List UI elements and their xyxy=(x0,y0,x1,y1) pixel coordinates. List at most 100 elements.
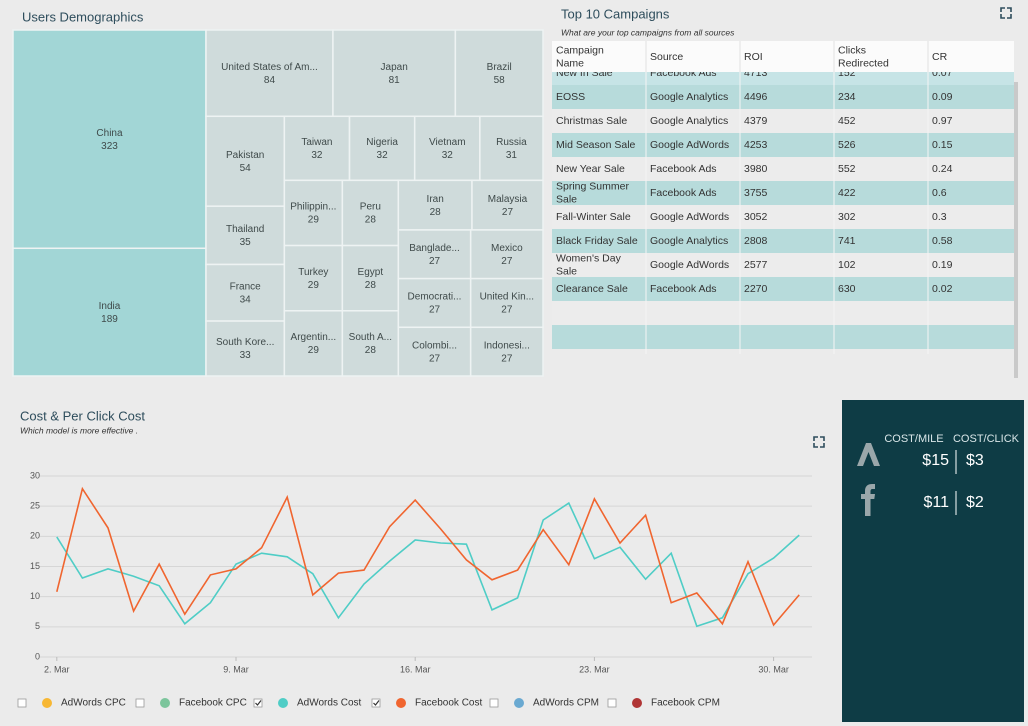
column-header[interactable]: CR xyxy=(932,51,948,63)
expand-icon[interactable] xyxy=(813,436,825,448)
legend-label[interactable]: AdWords CPM xyxy=(533,698,599,709)
x-tick-label: 23. Mar xyxy=(579,664,610,674)
treemap-label: Mexico xyxy=(491,243,523,254)
treemap-cell xyxy=(397,277,472,329)
adwords-icon xyxy=(857,443,880,466)
legend-checkbox[interactable] xyxy=(253,698,263,708)
table-row xyxy=(552,181,1014,205)
y-tick-label: 30 xyxy=(30,470,40,480)
table-body: New In Sale Facebook Ads 4713 152 0.07 EOSS Go… xyxy=(552,67,1014,354)
table-cell: EOSS xyxy=(556,91,585,103)
scrollbar[interactable] xyxy=(1014,82,1018,378)
table-cell: 2808 xyxy=(744,235,768,247)
treemap-cell xyxy=(397,179,473,231)
treemap-label: Egypt xyxy=(358,267,384,278)
treemap-cell xyxy=(205,115,286,207)
treemap-value: 29 xyxy=(308,345,320,356)
treemap-cell xyxy=(469,326,544,377)
header-bg xyxy=(552,41,1014,72)
treemap-value: 28 xyxy=(430,207,442,218)
treemap-label: Brazil xyxy=(487,62,512,73)
legend-label[interactable]: AdWords CPC xyxy=(61,698,126,709)
treemap-value: 27 xyxy=(429,353,441,364)
table-cell: Clearance Sale xyxy=(556,283,628,295)
table-row xyxy=(552,71,1014,85)
treemap-cell xyxy=(283,115,351,182)
table-cell: 4496 xyxy=(744,91,768,103)
table-row xyxy=(552,229,1014,253)
table-cell: Facebook Ads xyxy=(650,163,717,175)
treemap-cell xyxy=(341,244,400,312)
table-cell: 4713 xyxy=(744,67,768,79)
table-row xyxy=(552,325,1014,349)
legend-checkbox[interactable] xyxy=(607,698,617,708)
table-title: Top 10 Campaigns xyxy=(561,6,670,21)
treemap-value: 81 xyxy=(389,75,401,86)
legend-label[interactable]: Facebook CPC xyxy=(179,698,247,709)
treemap-label: Peru xyxy=(360,202,381,213)
legend-checkbox[interactable] xyxy=(489,698,499,708)
treemap-cell xyxy=(341,310,400,377)
treemap-value: 32 xyxy=(442,150,454,161)
table-cell: Black Friday Sale xyxy=(556,235,638,247)
kpi-header: COST/MILE xyxy=(884,433,943,445)
table-cell: Google AdWords xyxy=(650,139,729,151)
table-cell: 4379 xyxy=(744,115,768,127)
table-cell: 0.3 xyxy=(932,211,947,223)
treemap-cell xyxy=(479,115,544,182)
checkmark[interactable] xyxy=(255,700,262,706)
treemap-value: 58 xyxy=(494,75,506,86)
treemap-cell xyxy=(397,229,472,280)
treemap-value: 28 xyxy=(365,215,377,226)
table-cell: 0.97 xyxy=(932,115,953,127)
legend-swatch xyxy=(632,698,642,708)
treemap-value: 27 xyxy=(502,207,514,218)
treemap-label: Democrati... xyxy=(408,292,462,303)
treemap-value: 27 xyxy=(501,305,513,316)
table-row xyxy=(552,85,1014,109)
table-cell: New In Sale xyxy=(556,67,613,79)
treemap-value: 28 xyxy=(365,345,377,356)
table-cell: Google Analytics xyxy=(650,91,728,103)
table-cell: 526 xyxy=(838,139,856,151)
table-cell: Women's Day Sale xyxy=(556,252,624,277)
table-cell: 152 xyxy=(838,67,856,79)
column-header[interactable]: Clicks Redirected xyxy=(838,44,889,69)
treemap-title: Users Demographics xyxy=(22,9,144,24)
x-tick-label: 30. Mar xyxy=(758,664,789,674)
treemap-label: Japan xyxy=(381,62,408,73)
treemap-value: 27 xyxy=(501,256,513,267)
table-cell: 0.24 xyxy=(932,163,953,175)
table-header: Campaign Name Source ROI Clicks Redirected C… xyxy=(552,41,1014,72)
treemap-label: Pakistan xyxy=(226,150,264,161)
treemap-label: Malaysia xyxy=(488,194,528,205)
checkmark[interactable] xyxy=(373,700,380,706)
treemap-value: 31 xyxy=(506,150,518,161)
table-cell: 234 xyxy=(838,91,856,103)
legend-swatch xyxy=(278,698,288,708)
table-row xyxy=(552,109,1014,133)
column-header[interactable]: Source xyxy=(650,51,683,63)
legend-label[interactable]: Facebook Cost xyxy=(415,698,482,709)
legend-checkbox[interactable] xyxy=(17,698,27,708)
y-tick-label: 15 xyxy=(30,561,40,571)
treemap-label: South A... xyxy=(349,332,392,343)
legend-checkbox[interactable] xyxy=(135,698,145,708)
expand-icon[interactable] xyxy=(1000,7,1012,19)
treemap-value: 27 xyxy=(429,256,441,267)
treemap-label: Philippin... xyxy=(290,202,336,213)
treemap-label: Russia xyxy=(496,137,527,148)
column-header[interactable]: ROI xyxy=(744,51,763,63)
treemap-label: Taiwan xyxy=(301,137,332,148)
x-tick-label: 16. Mar xyxy=(400,664,431,674)
column-header[interactable]: Campaign Name xyxy=(556,44,607,69)
treemap-label: South Kore... xyxy=(216,337,274,348)
legend-label[interactable]: AdWords Cost xyxy=(297,698,362,709)
table-cell: 630 xyxy=(838,283,856,295)
treemap-label: Thailand xyxy=(226,224,264,235)
treemap-label: Turkey xyxy=(298,267,328,278)
table-cell: Facebook Ads xyxy=(650,283,717,295)
legend-checkbox[interactable] xyxy=(371,698,381,708)
legend-label[interactable]: Facebook CPM xyxy=(651,698,720,709)
